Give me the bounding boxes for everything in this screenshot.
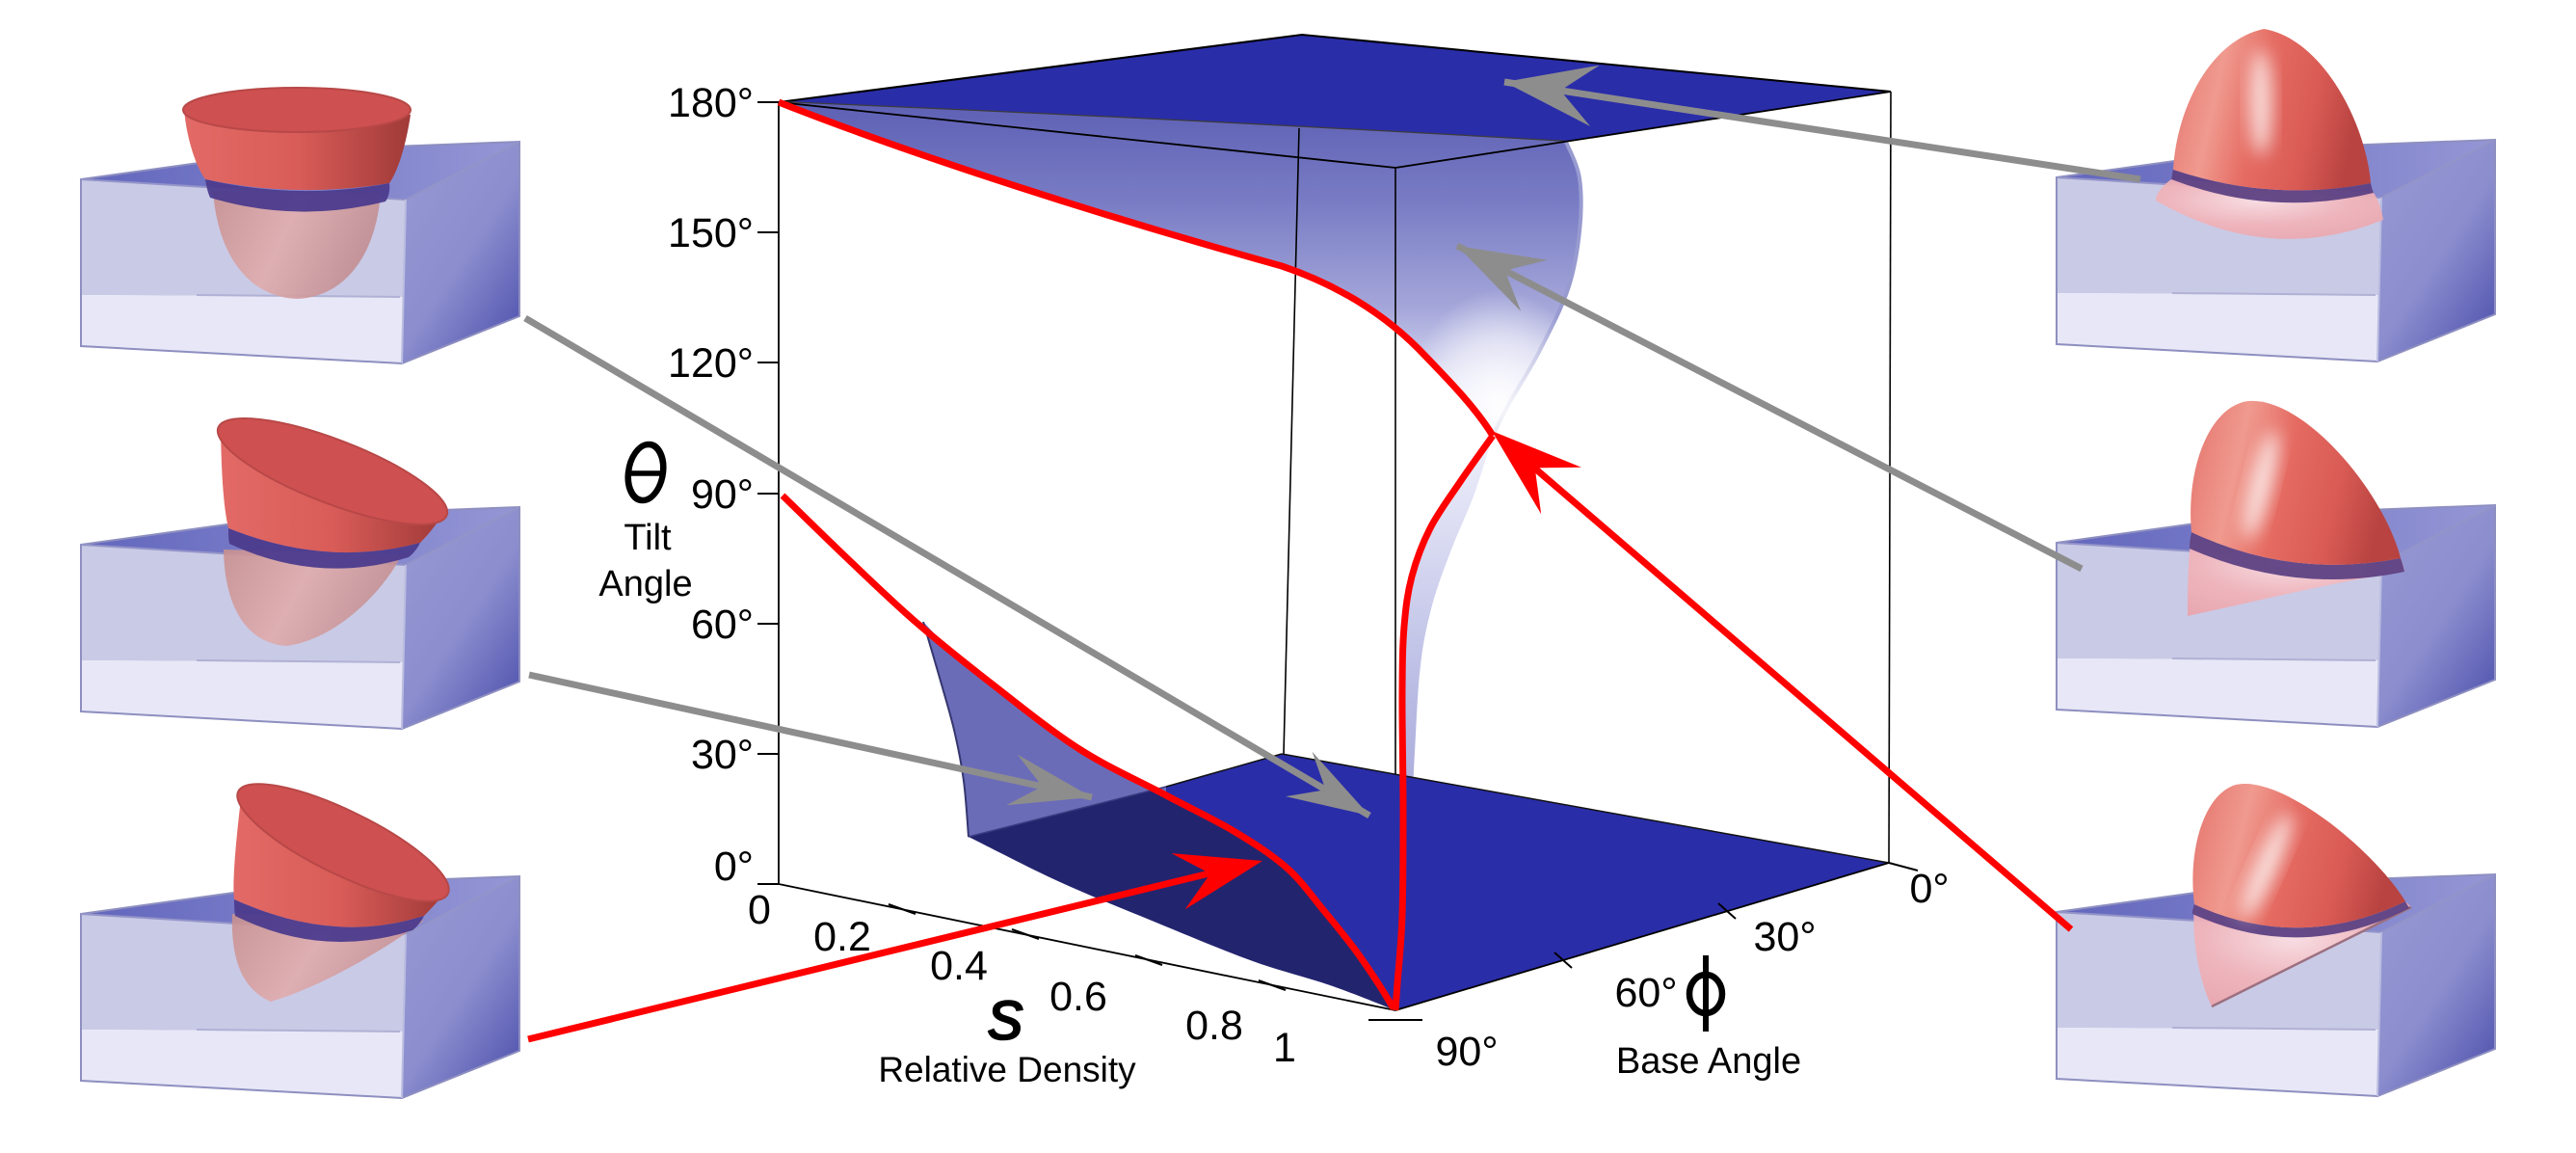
svg-text:90°: 90° bbox=[691, 471, 754, 518]
svg-text:0.8: 0.8 bbox=[1185, 1003, 1243, 1049]
svg-text:Tilt: Tilt bbox=[624, 518, 672, 558]
svg-text:180°: 180° bbox=[668, 80, 754, 126]
svg-text:Angle: Angle bbox=[598, 564, 692, 604]
svg-text:Base Angle: Base Angle bbox=[1616, 1041, 1801, 1082]
svg-text:30°: 30° bbox=[691, 732, 754, 778]
svg-text:120°: 120° bbox=[668, 340, 754, 387]
svg-text:30°: 30° bbox=[1753, 914, 1816, 960]
svg-text:150°: 150° bbox=[668, 210, 754, 256]
svg-text:s: s bbox=[989, 975, 1024, 1055]
svg-text:0: 0 bbox=[748, 887, 771, 933]
svg-text:60°: 60° bbox=[691, 602, 754, 648]
svg-text:60°: 60° bbox=[1614, 970, 1677, 1016]
svg-text:90°: 90° bbox=[1435, 1029, 1498, 1075]
svg-text:0°: 0° bbox=[714, 844, 754, 890]
svg-text:0.4: 0.4 bbox=[930, 943, 988, 989]
svg-text:0.6: 0.6 bbox=[1049, 974, 1107, 1020]
svg-text:1: 1 bbox=[1273, 1025, 1296, 1071]
svg-text:0°: 0° bbox=[1909, 866, 1949, 912]
svg-text:0.2: 0.2 bbox=[813, 914, 871, 960]
svg-text:Relative Density: Relative Density bbox=[878, 1050, 1136, 1089]
